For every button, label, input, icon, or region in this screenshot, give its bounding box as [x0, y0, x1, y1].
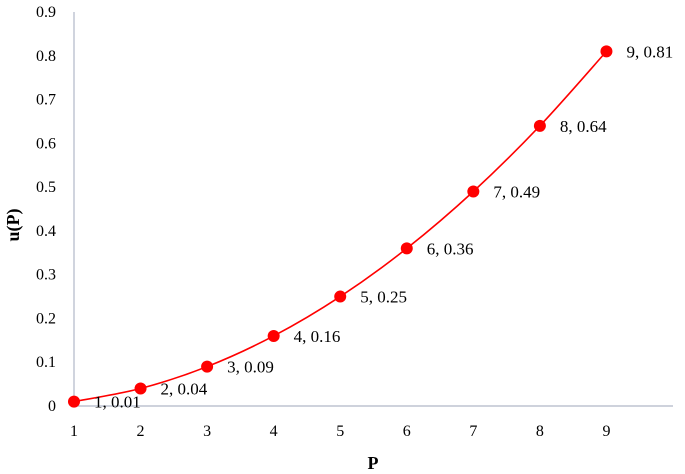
- data-label: 2, 0.04: [161, 379, 208, 398]
- y-tick-label: 0.4: [36, 223, 56, 240]
- y-tick-label: 0.6: [36, 135, 56, 152]
- x-tick-label: 4: [270, 423, 278, 440]
- x-tick-label: 9: [602, 423, 610, 440]
- data-label: 9, 0.81: [626, 42, 673, 61]
- data-point: [267, 329, 280, 342]
- data-label: 7, 0.49: [493, 182, 540, 201]
- y-tick-label: 0.1: [36, 354, 56, 371]
- data-points-group: [68, 45, 613, 408]
- x-tick-label: 1: [70, 423, 78, 440]
- y-tick-label: 0: [48, 398, 56, 415]
- data-label: 3, 0.09: [227, 358, 274, 377]
- data-label: 4, 0.16: [294, 327, 341, 346]
- data-point: [533, 119, 546, 132]
- data-point: [467, 185, 480, 198]
- data-label: 6, 0.36: [427, 239, 474, 258]
- y-axis-title: u(P): [3, 209, 24, 242]
- x-tick-label: 8: [536, 423, 544, 440]
- data-point: [68, 395, 80, 408]
- x-tick-label: 5: [336, 423, 344, 440]
- x-tick-label: 7: [469, 423, 477, 440]
- series-line: [73, 50, 608, 403]
- y-tick-label: 0.8: [36, 48, 56, 65]
- y-tick-label: 0.9: [36, 4, 56, 21]
- data-point: [600, 45, 613, 58]
- data-label: 5, 0.25: [360, 288, 407, 307]
- data-labels-group: 1, 0.01 2, 0.04 3, 0.09 4, 0.16 5, 0.25 6, 0.…: [94, 42, 673, 411]
- y-tick-label: 0.7: [36, 92, 56, 109]
- tick-labels-group: 0 0.1 0.2 0.3 0.4 0.5 0.6 0.7 0.8 0.9 1 2 3 4 5 6 7 8 9: [36, 4, 610, 440]
- data-point: [134, 382, 147, 395]
- data-point: [400, 242, 413, 255]
- x-axis-title: P: [368, 453, 379, 473]
- y-tick-label: 0.2: [36, 310, 56, 327]
- data-point: [201, 360, 214, 373]
- data-label: 1, 0.01: [94, 393, 141, 412]
- x-tick-label: 6: [403, 423, 411, 440]
- x-tick-label: 2: [137, 423, 145, 440]
- series-curve-group: [73, 50, 608, 403]
- axes: [73, 12, 673, 407]
- data-point: [334, 290, 347, 303]
- x-tick-label: 3: [203, 423, 211, 440]
- data-label: 8, 0.64: [560, 117, 607, 136]
- y-tick-label: 0.3: [36, 267, 56, 284]
- y-tick-label: 0.5: [36, 179, 56, 196]
